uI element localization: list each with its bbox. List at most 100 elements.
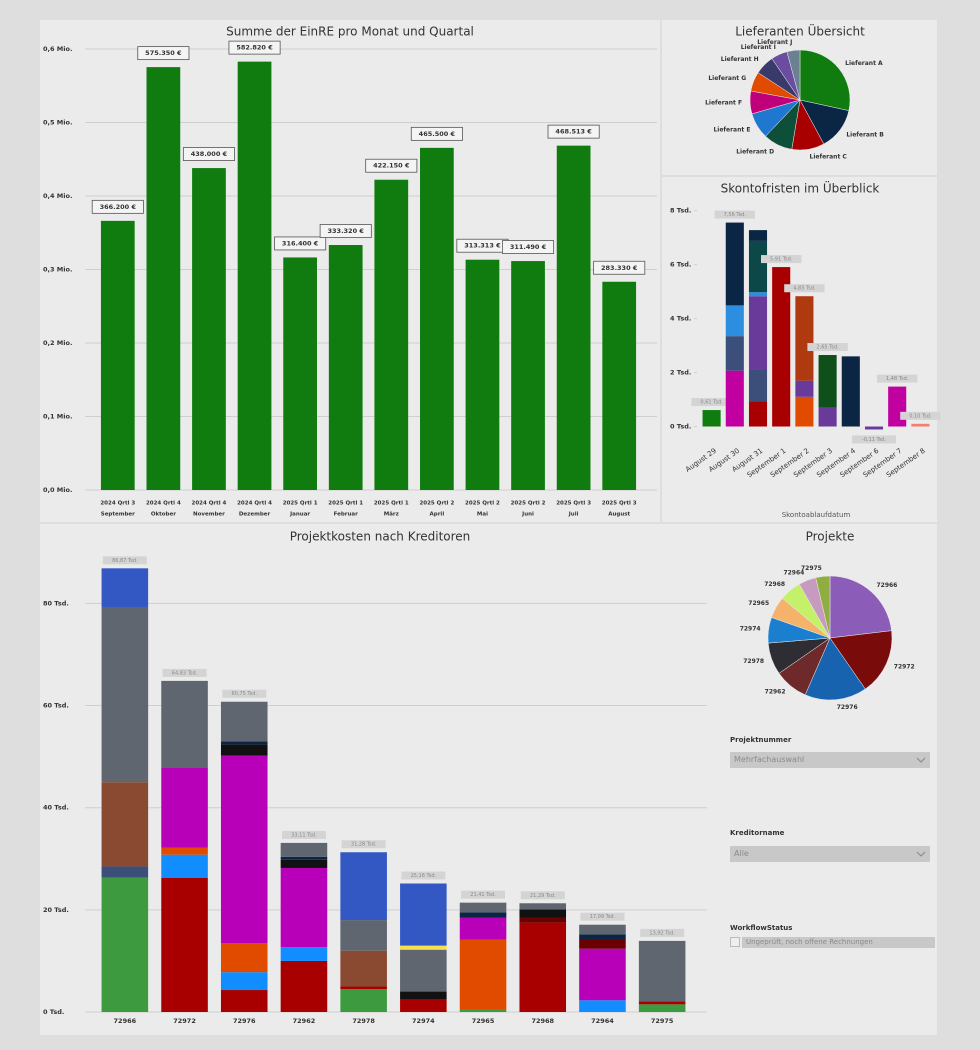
- label-box: [281, 830, 326, 839]
- pie-label: Lieferant B: [846, 131, 884, 138]
- data-label: 31,28 Tsd.: [351, 842, 377, 848]
- bar-segment: [220, 755, 268, 944]
- label-box: [228, 40, 281, 55]
- x-tick-label: Juli: [568, 512, 579, 518]
- y-tick-label: 20 Tsd.: [43, 906, 69, 914]
- data-label: 5,91 Tsd.: [770, 257, 793, 263]
- slicer-title: Kreditorname: [730, 829, 785, 837]
- x-tick-group: 2024 Qrtl 4: [237, 501, 272, 507]
- bar-segment: [280, 960, 328, 1012]
- bar-segment: [340, 950, 387, 987]
- bar-segment: [459, 917, 507, 940]
- label-box: [410, 126, 463, 141]
- bar-segment: [638, 1004, 686, 1012]
- y-tick-label: 60 Tsd.: [43, 702, 69, 710]
- x-tick-label: Januar: [289, 512, 310, 518]
- pie-label: 72965: [748, 600, 769, 607]
- data-label: 0,10 Tsd.: [909, 413, 932, 419]
- pie-slice: [799, 49, 851, 111]
- bar-segment: [459, 1009, 507, 1012]
- x-tick-group: 2025 Qrtl 2: [465, 501, 500, 507]
- bar-segment: [725, 370, 744, 427]
- bar-segment: [161, 767, 208, 848]
- y-tick-label: 80 Tsd.: [43, 599, 69, 607]
- pie-label: Lieferant J: [757, 39, 792, 46]
- bar: [237, 61, 272, 491]
- x-tick-label: 72975: [651, 1017, 674, 1025]
- bar-segment: [101, 782, 149, 867]
- data-label: 7,56 Tsd.: [724, 212, 747, 218]
- x-tick-label: 72972: [173, 1017, 196, 1025]
- bar-segment: [340, 920, 387, 951]
- checkbox-label[interactable]: Ungeprüft, noch offene Rechnungen: [742, 937, 935, 948]
- pie-label: 72978: [743, 658, 764, 665]
- x-tick-group: 2024 Qrtl 4: [192, 501, 227, 507]
- bar-segment: [161, 877, 208, 1012]
- x-tick-label: 72968: [531, 1017, 554, 1025]
- x-tick-label: Dezember: [239, 512, 271, 518]
- bar-segment: [772, 267, 791, 427]
- bar-segment: [220, 701, 268, 742]
- data-label: 2,65 Tsd.: [816, 345, 839, 351]
- label-box: [520, 891, 565, 900]
- bar-segment: [795, 396, 814, 427]
- chart-title: Summe der EinRE pro Monat und Quartal: [226, 25, 474, 39]
- chart-title: Projekte: [806, 530, 855, 544]
- data-label: 21,29 Tsd.: [530, 893, 556, 899]
- chevron: [916, 757, 926, 763]
- bar-segment: [748, 230, 768, 241]
- y-tick-label: 0,3 Mio.: [43, 266, 72, 274]
- pie-label: 72976: [837, 704, 858, 711]
- bar-segment: [911, 423, 930, 427]
- data-label: 313.313 €: [464, 242, 501, 250]
- checkbox[interactable]: [730, 937, 740, 947]
- label-box: [547, 124, 600, 139]
- label-box: [222, 689, 267, 698]
- x-tick-label: 72978: [352, 1017, 375, 1025]
- bar-segment: [220, 972, 268, 991]
- data-label: 60,75 Tsd.: [232, 691, 258, 697]
- label-box: [714, 210, 755, 219]
- bar-segment: [818, 355, 837, 408]
- label-box: [900, 411, 941, 420]
- pie-label: 72966: [876, 582, 897, 589]
- bar-segment: [220, 741, 268, 745]
- bar-segment: [220, 943, 268, 973]
- chart-title: Lieferanten Übersicht: [735, 23, 865, 39]
- pie-label: 72975: [801, 565, 822, 572]
- data-label: 64,83 Tsd.: [172, 670, 198, 676]
- bar-segment: [748, 401, 768, 427]
- pie-label: 72962: [765, 689, 786, 696]
- y-tick-label: 2 Tsd.: [670, 369, 691, 377]
- x-tick-label: Oktober: [151, 512, 176, 518]
- y-tick-label: 0,0 Mio.: [43, 486, 72, 494]
- data-label: 1,48 Tsd.: [886, 376, 909, 382]
- y-tick-label: 8 Tsd.: [670, 207, 691, 215]
- x-tick-group: 2024 Qrtl 3: [100, 501, 135, 507]
- slicer-dropdown[interactable]: Alle: [730, 846, 930, 862]
- x-tick-label: April: [430, 512, 445, 518]
- data-label: 333.320 €: [328, 227, 365, 235]
- x-tick-label: 72964: [591, 1017, 614, 1025]
- bar-segment: [818, 407, 837, 427]
- chart-title: Skontofristen im Überblick: [721, 180, 880, 196]
- bar-segment: [638, 1001, 686, 1005]
- slicer-dropdown[interactable]: Mehrfachauswahl: [730, 752, 930, 768]
- pie-label: Lieferant E: [713, 127, 750, 134]
- bar-segment: [888, 386, 907, 427]
- y-tick-label: 0 Tsd.: [43, 1008, 64, 1016]
- pie-slice: [829, 630, 893, 690]
- bar-segment: [725, 336, 744, 371]
- bar: [192, 168, 226, 490]
- data-label: 465.500 €: [419, 130, 456, 138]
- bar: [465, 259, 500, 490]
- x-axis-title: Skontoablaufdatum: [782, 511, 851, 519]
- label-box: [162, 668, 207, 677]
- label-box: [365, 158, 418, 173]
- label-box: [91, 199, 144, 214]
- y-tick-label: 6 Tsd.: [670, 261, 691, 269]
- x-tick-label: August: [608, 512, 630, 518]
- y-tick-label: 4 Tsd.: [670, 315, 691, 323]
- bar-segment: [579, 934, 626, 940]
